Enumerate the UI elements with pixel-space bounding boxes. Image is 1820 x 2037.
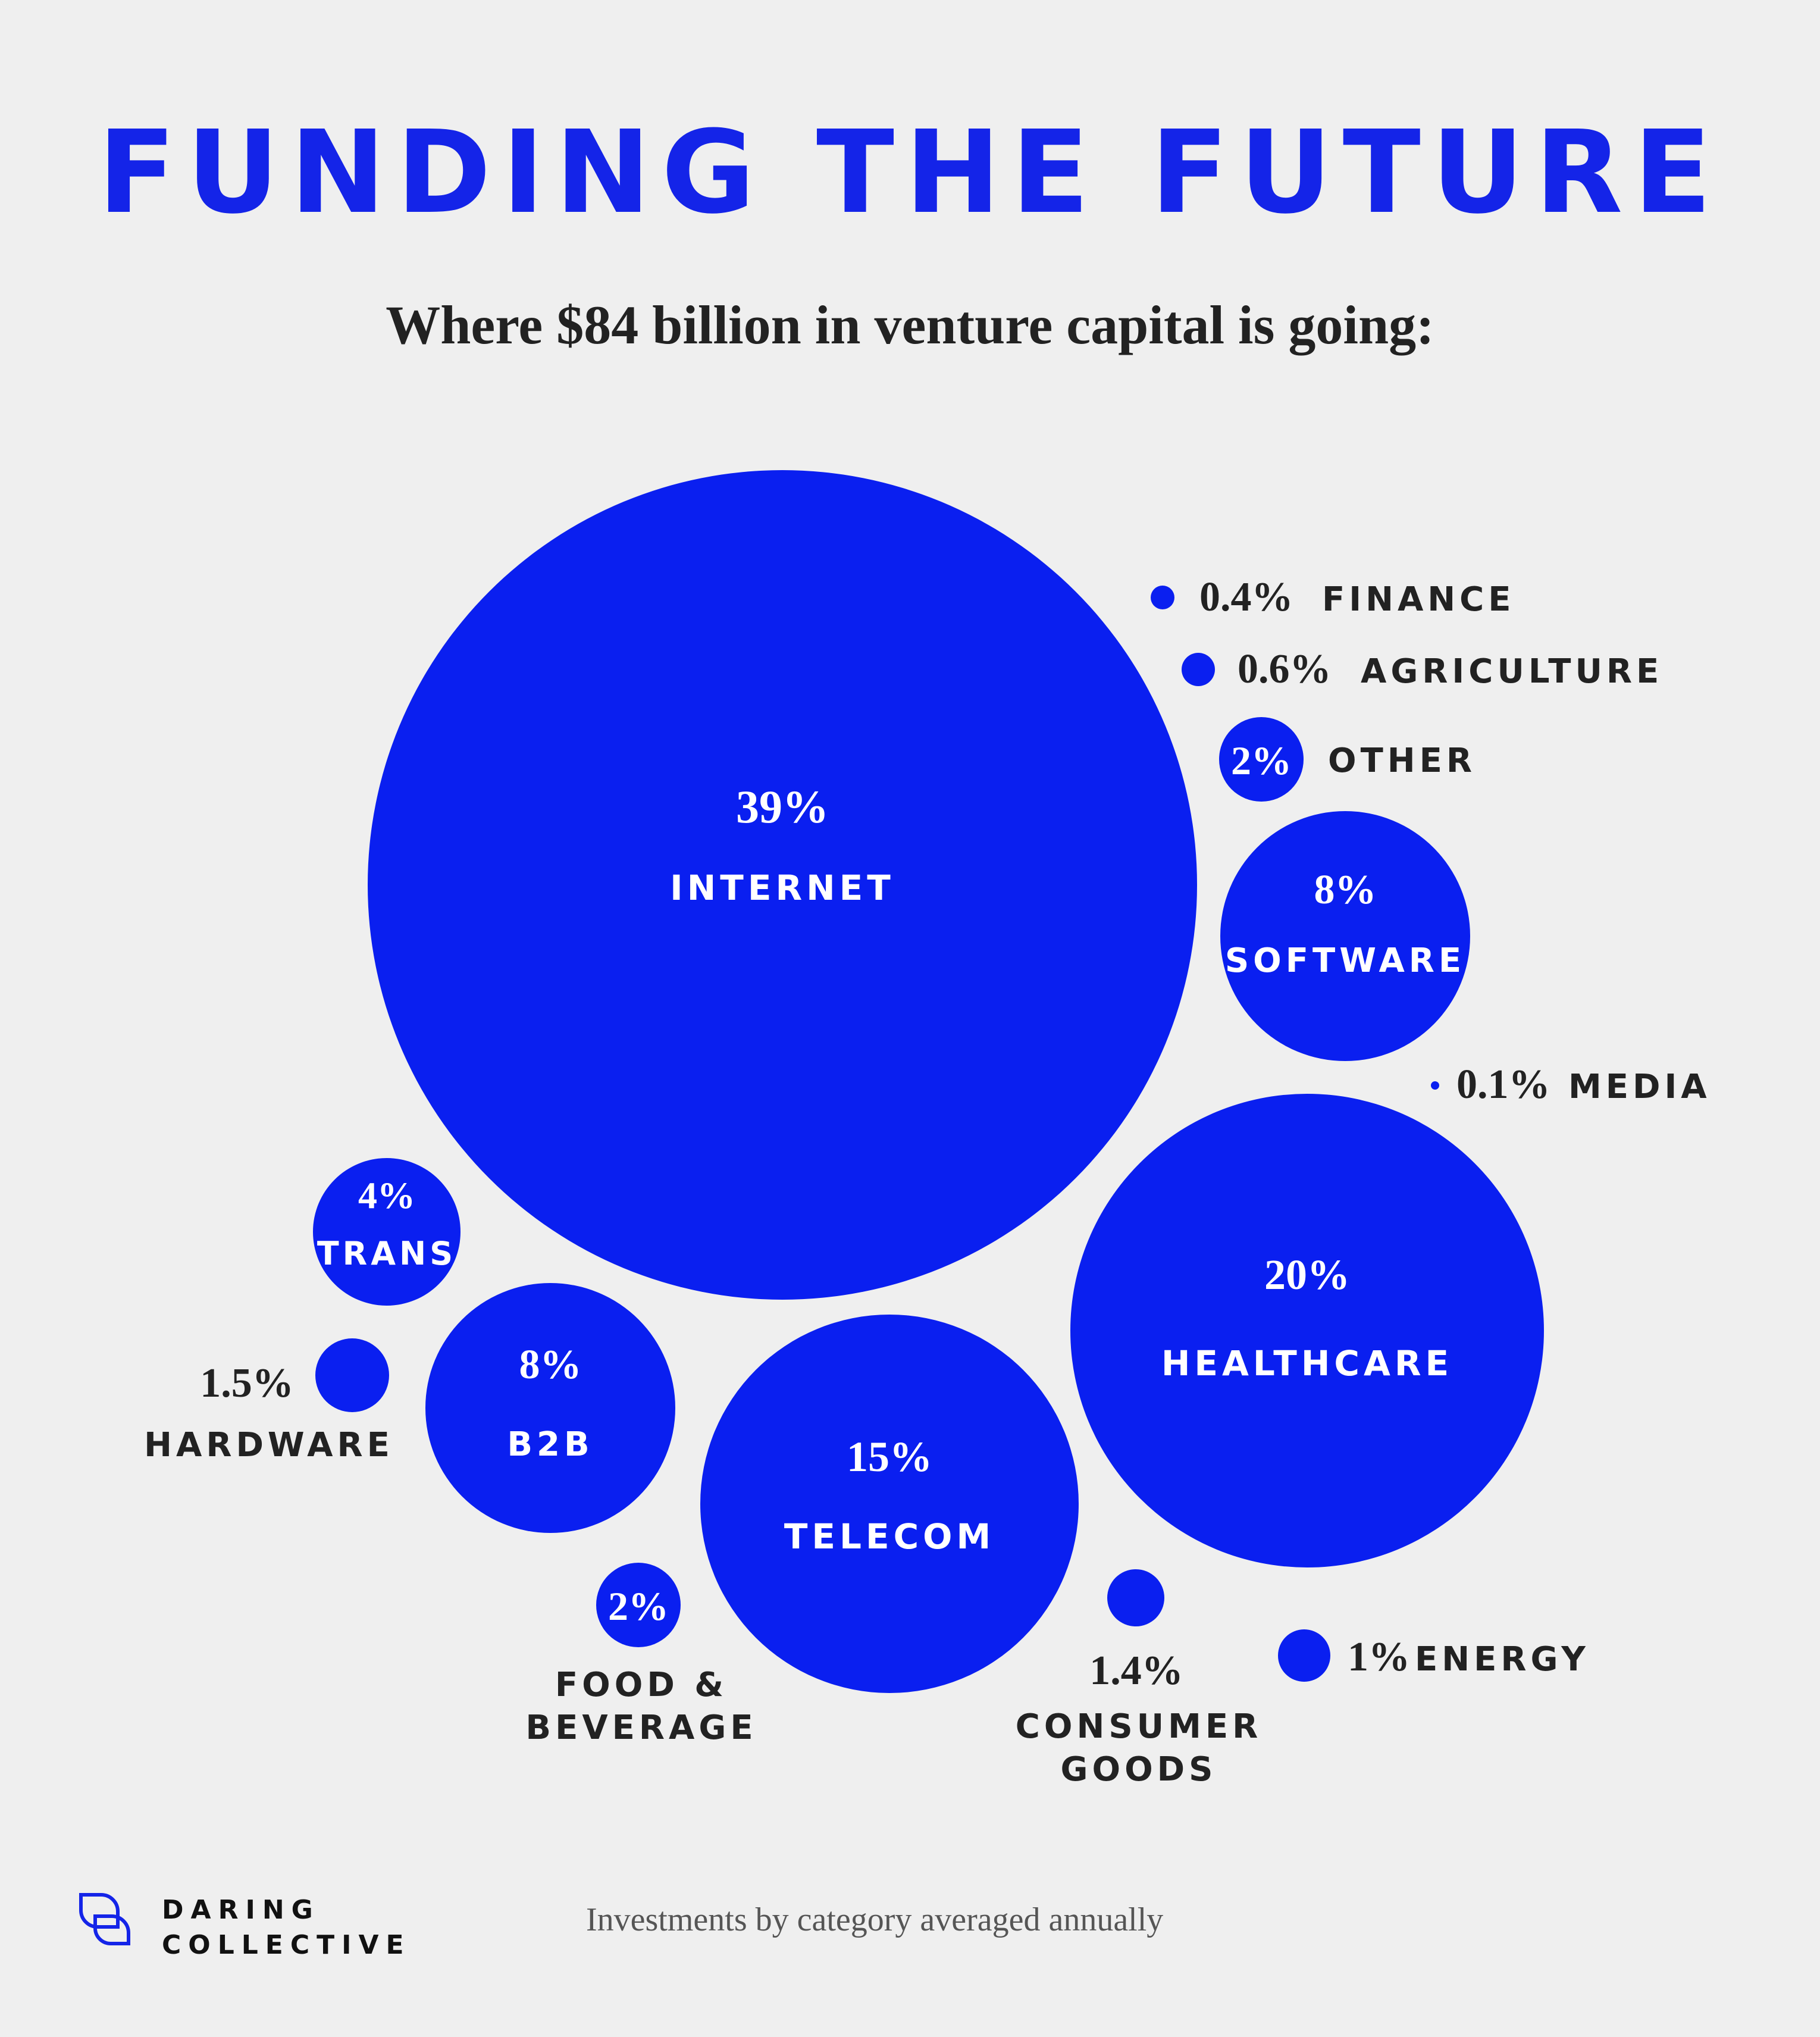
category-label-software: SOFTWARE <box>1225 941 1465 980</box>
category-label-trans: TRANS <box>317 1235 456 1272</box>
brand-line-2: COLLECTIVE <box>162 1930 411 1961</box>
category-label-media: MEDIA <box>1568 1068 1711 1106</box>
value-label-finance: 0.4% <box>1199 574 1293 620</box>
value-label-software: 8% <box>1314 867 1377 913</box>
category-label-agriculture: AGRICULTURE <box>1361 652 1663 691</box>
category-label-healthcare: HEALTHCARE <box>1161 1343 1453 1384</box>
category-label-consumer-goods-line-1: CONSUMER <box>1016 1707 1262 1746</box>
category-label-energy: ENERGY <box>1415 1640 1590 1679</box>
value-label-consumer-goods: 1.4% <box>1089 1648 1183 1694</box>
category-label-consumer-goods-line-2: GOODS <box>1061 1750 1217 1789</box>
bubble-trans <box>313 1158 461 1306</box>
value-label-healthcare: 20% <box>1264 1251 1350 1298</box>
bubble-internet <box>368 470 1197 1300</box>
category-label-hardware: HARDWARE <box>144 1426 394 1465</box>
value-label-energy: 1% <box>1348 1634 1410 1680</box>
value-label-food-and-beverage: 2% <box>608 1584 669 1629</box>
category-label-food-and-beverage-line-1: FOOD & <box>555 1666 728 1704</box>
value-label-internet: 39% <box>736 781 829 833</box>
brand-line-1: DARING <box>162 1895 320 1925</box>
bubble-software <box>1220 811 1470 1061</box>
bubble-healthcare <box>1070 1094 1544 1567</box>
page-title: FUNDING THE FUTURE <box>98 107 1722 239</box>
bubble-b2b <box>425 1283 675 1533</box>
category-label-telecom: TELECOM <box>784 1516 995 1557</box>
category-label-internet: INTERNET <box>670 868 895 908</box>
bubble-food-and-beverage <box>596 1563 681 1647</box>
category-label-other: OTHER <box>1328 741 1476 780</box>
value-label-agriculture: 0.6% <box>1238 646 1332 692</box>
category-label-b2b: B2B <box>507 1425 593 1464</box>
category-label-finance: FINANCE <box>1322 580 1515 619</box>
bubble-finance <box>1151 586 1174 609</box>
value-label-telecom: 15% <box>847 1433 932 1481</box>
daring-collective-logo-icon <box>79 1893 130 1945</box>
bubble-consumer-goods <box>1107 1569 1164 1626</box>
bubble-energy <box>1278 1629 1330 1682</box>
value-label-hardware: 1.5% <box>200 1360 294 1406</box>
value-label-other: 2% <box>1231 738 1292 783</box>
bubble-hardware <box>315 1338 389 1412</box>
bubble-telecom <box>700 1315 1079 1693</box>
footer-note: Investments by category averaged annuall… <box>586 1901 1164 1938</box>
bubble-other <box>1219 717 1304 802</box>
bubble-media <box>1431 1081 1439 1090</box>
page-subtitle: Where $84 billion in venture capital is … <box>386 295 1434 355</box>
value-label-media: 0.1% <box>1456 1062 1550 1107</box>
value-label-b2b: 8% <box>519 1342 582 1388</box>
category-label-food-and-beverage-line-2: BEVERAGE <box>525 1709 757 1747</box>
brand-name: DARING COLLECTIVE <box>162 1892 411 1963</box>
value-label-trans: 4% <box>358 1174 415 1216</box>
bubble-agriculture <box>1182 653 1215 686</box>
